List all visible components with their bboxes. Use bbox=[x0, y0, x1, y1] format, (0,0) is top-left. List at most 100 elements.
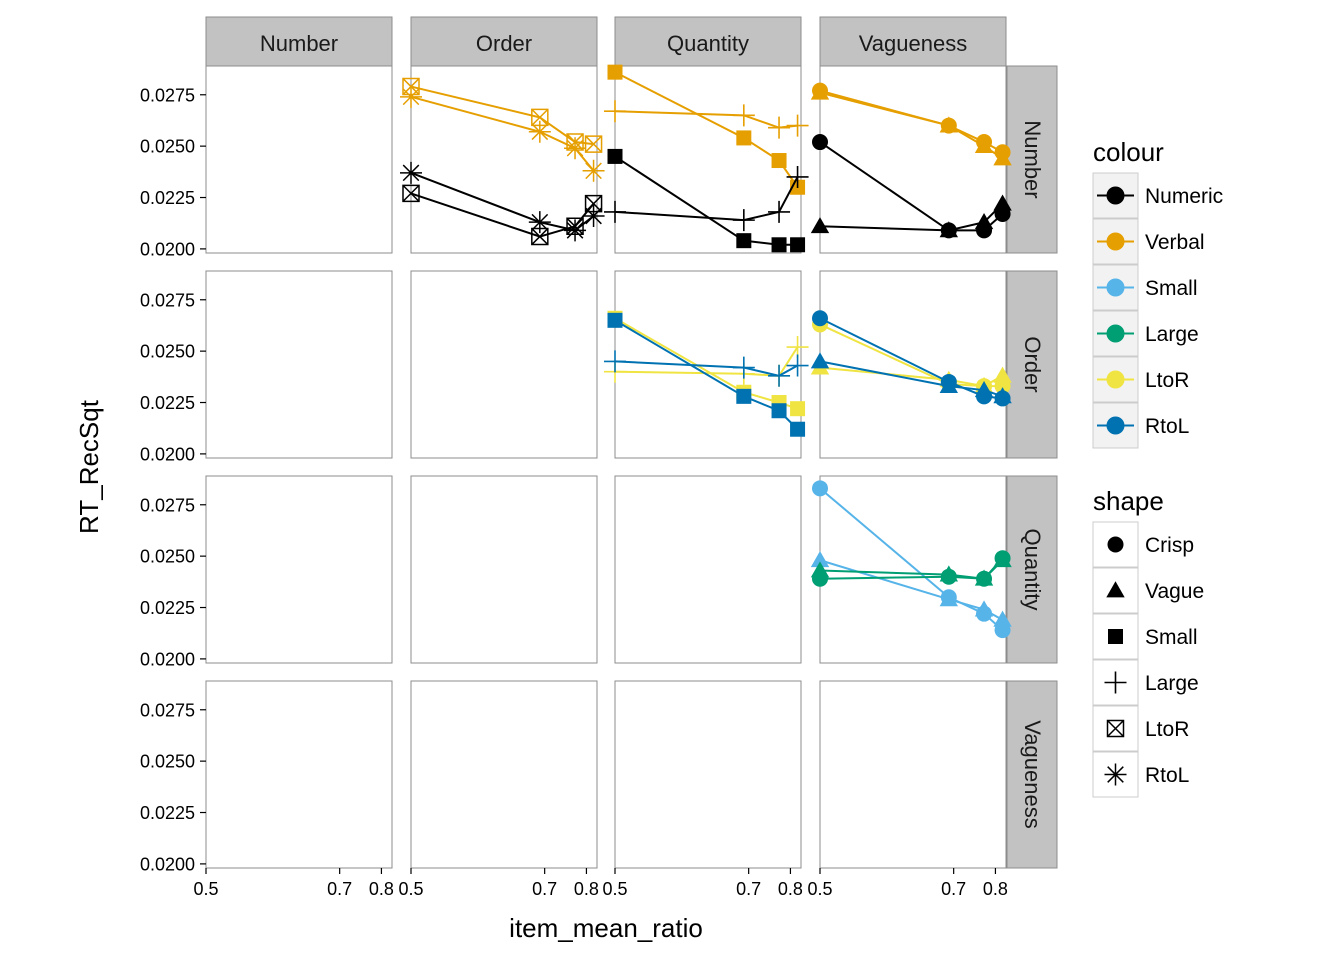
series-line bbox=[819, 323, 1003, 388]
y-tick-label: 0.0200 bbox=[140, 854, 195, 874]
data-point bbox=[402, 184, 420, 203]
x-tick-label: 0.8 bbox=[574, 879, 599, 899]
x-tick-label: 0.8 bbox=[983, 879, 1008, 899]
data-point bbox=[736, 130, 752, 146]
x-tick-label: 0.7 bbox=[327, 879, 352, 899]
data-point bbox=[786, 165, 809, 188]
y-tick-label: 0.0225 bbox=[140, 803, 195, 823]
data-point bbox=[993, 387, 1012, 404]
legend-colour-item: Small bbox=[1092, 264, 1198, 311]
legend-shape-label: Small bbox=[1145, 626, 1198, 649]
legend-colour-item: Numeric bbox=[1092, 172, 1223, 219]
series-line bbox=[819, 141, 1004, 232]
data-point bbox=[810, 561, 830, 578]
x-axis-title: item_mean_ratio bbox=[509, 913, 703, 943]
facet-panel bbox=[614, 65, 802, 254]
facet-panel bbox=[410, 475, 598, 664]
legend-colour-label: Large bbox=[1145, 323, 1199, 346]
data-point bbox=[939, 376, 959, 393]
data-series bbox=[402, 77, 603, 153]
y-axis-title: RT_RecSqt bbox=[74, 399, 104, 534]
data-point bbox=[771, 237, 787, 253]
series-line bbox=[614, 360, 799, 377]
legend-colour-item: Verbal bbox=[1092, 218, 1205, 265]
data-point bbox=[993, 194, 1012, 211]
series-line bbox=[819, 202, 1004, 232]
series-line bbox=[410, 192, 595, 238]
legend-colour-title: colour bbox=[1093, 137, 1164, 167]
legend-colour-item: Large bbox=[1092, 310, 1199, 357]
facet-col-label: Vagueness bbox=[859, 31, 967, 56]
data-point bbox=[732, 356, 755, 379]
data-point bbox=[771, 403, 787, 419]
series-line bbox=[819, 91, 1004, 160]
data-point bbox=[974, 380, 994, 398]
facet-col-strip bbox=[205, 16, 393, 67]
data-point bbox=[528, 120, 551, 143]
data-point bbox=[607, 312, 623, 328]
legend-key-symbol bbox=[1104, 671, 1127, 694]
data-series bbox=[604, 100, 809, 139]
legend-key-symbol bbox=[1106, 719, 1125, 738]
facet-panel bbox=[614, 475, 802, 664]
data-point bbox=[732, 104, 755, 127]
facet-row-strip bbox=[1006, 475, 1058, 664]
x-tick-label: 0.7 bbox=[532, 879, 557, 899]
data-point bbox=[786, 336, 809, 359]
data-point bbox=[604, 350, 626, 373]
facet-row-strip bbox=[1006, 680, 1058, 869]
data-series bbox=[607, 148, 806, 253]
legend-key-symbol bbox=[1107, 536, 1124, 553]
y-tick-label: 0.0275 bbox=[140, 290, 195, 310]
data-point bbox=[564, 137, 587, 160]
facet-col-strip bbox=[819, 16, 1007, 67]
legend-shape-item: LtoR bbox=[1092, 705, 1189, 752]
legend-shape-title: shape bbox=[1093, 486, 1164, 516]
y-tick-label: 0.0250 bbox=[140, 137, 195, 157]
facet-panel bbox=[614, 270, 802, 459]
series-line bbox=[614, 346, 799, 377]
legend-key-box bbox=[1092, 613, 1139, 660]
x-tick-label: 0.5 bbox=[807, 879, 832, 899]
data-point bbox=[582, 205, 605, 228]
legend-shape-item: RtoL bbox=[1092, 751, 1189, 798]
y-tick-label: 0.0225 bbox=[140, 598, 195, 618]
facet-panel bbox=[205, 680, 393, 869]
data-point bbox=[993, 610, 1012, 627]
data-point bbox=[564, 219, 587, 242]
data-point bbox=[528, 211, 551, 234]
facet-panel bbox=[205, 270, 393, 459]
data-series bbox=[810, 551, 1012, 586]
data-series bbox=[400, 85, 605, 182]
y-tick-label: 0.0200 bbox=[140, 239, 195, 259]
legend-colour-label: Verbal bbox=[1145, 231, 1205, 254]
data-point bbox=[939, 590, 959, 607]
x-tick-label: 0.5 bbox=[398, 879, 423, 899]
data-point bbox=[812, 134, 828, 151]
series-line bbox=[614, 176, 799, 222]
series-line bbox=[819, 360, 1003, 398]
y-tick-label: 0.0225 bbox=[140, 188, 195, 208]
y-tick-label: 0.0250 bbox=[140, 547, 195, 567]
x-tick-label: 0.5 bbox=[602, 879, 627, 899]
legend-colour-label: Numeric bbox=[1145, 185, 1223, 208]
x-tick-label: 0.7 bbox=[736, 879, 761, 899]
facet-panel bbox=[410, 65, 598, 254]
data-point bbox=[812, 480, 828, 497]
legend-shape-item: Large bbox=[1092, 659, 1199, 706]
data-point bbox=[810, 217, 830, 234]
data-point bbox=[993, 551, 1012, 568]
data-point bbox=[939, 221, 959, 238]
data-series bbox=[810, 83, 1012, 166]
series-line bbox=[410, 95, 595, 172]
data-point bbox=[974, 212, 994, 230]
legend-key-point bbox=[1106, 232, 1125, 251]
legend-shape-label: Large bbox=[1145, 672, 1199, 695]
legend-shape-label: RtoL bbox=[1145, 764, 1189, 787]
data-point bbox=[993, 366, 1012, 383]
facet-row-label: Order bbox=[1020, 336, 1045, 392]
data-point bbox=[812, 310, 828, 327]
data-point bbox=[974, 136, 994, 154]
legend-shape-item: Crisp bbox=[1092, 521, 1194, 568]
